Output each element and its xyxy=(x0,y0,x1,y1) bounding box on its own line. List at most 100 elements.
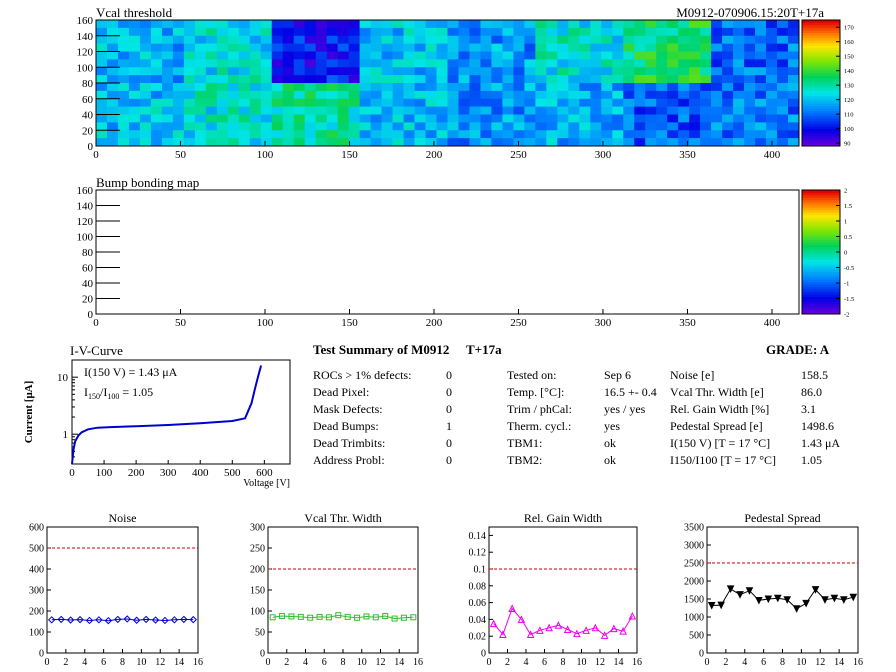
map-cell xyxy=(359,130,371,139)
roc-tile xyxy=(447,20,536,84)
iv-annotation-current: I(150 V) = 1.43 μA xyxy=(84,365,178,379)
map-cell xyxy=(282,138,295,147)
map-cell xyxy=(315,98,327,107)
colorbar-tick-label: 90 xyxy=(844,141,851,148)
map-cell xyxy=(568,75,580,84)
map-cell xyxy=(788,75,800,84)
bump-colorbar: -2 -1.5 -1 -0.5 0 0.5 1 1.5 2 xyxy=(801,188,854,319)
map-cell xyxy=(447,59,459,68)
map-cell xyxy=(491,35,503,44)
map-cell xyxy=(436,90,448,100)
map-cell xyxy=(128,138,141,147)
map-cell xyxy=(678,27,690,37)
colorbar-cell xyxy=(802,232,840,236)
map-cell xyxy=(271,138,284,147)
map-cell xyxy=(304,98,316,107)
x-tick-label: 14 xyxy=(174,657,184,668)
data-point xyxy=(288,613,295,620)
map-cell xyxy=(392,35,404,44)
map-cell xyxy=(634,59,646,68)
map-cell xyxy=(458,51,470,60)
map-cell xyxy=(667,130,679,139)
map-cell xyxy=(601,106,613,115)
y-tick-label: 500 xyxy=(29,544,44,555)
map-cell xyxy=(612,114,624,123)
map-cell xyxy=(216,43,229,52)
colorbar-cell xyxy=(802,80,840,84)
map-cell xyxy=(348,83,360,92)
map-cell xyxy=(436,130,448,139)
map-cell xyxy=(370,27,382,37)
summary-label: Therm. cycl.: xyxy=(507,419,572,433)
map-cell xyxy=(249,27,262,37)
map-cell xyxy=(337,114,349,123)
map-cell xyxy=(766,122,778,131)
map-cell xyxy=(480,59,492,68)
x-tick-label: 6 xyxy=(101,657,106,668)
map-cell xyxy=(304,27,316,37)
map-cell xyxy=(502,122,514,131)
y-tick-label: 300 xyxy=(29,586,44,597)
map-cell xyxy=(271,43,284,52)
x-tick-label: 12 xyxy=(815,657,825,668)
map-cell xyxy=(656,122,668,131)
map-cell xyxy=(590,106,602,115)
map-cell xyxy=(315,59,327,68)
map-cell xyxy=(238,27,251,37)
map-cell xyxy=(788,114,800,123)
map-cell xyxy=(447,90,459,100)
map-cell xyxy=(524,43,536,52)
colorbar-tick-label: -2 xyxy=(844,312,849,319)
map-cell xyxy=(326,75,338,84)
y-tick-label: 0 xyxy=(88,309,94,321)
map-cell xyxy=(315,75,327,84)
y-tick-label: 250 xyxy=(250,544,265,555)
iv-ylabel: Current [μA] xyxy=(23,381,35,444)
x-tick-label: 300 xyxy=(595,149,612,161)
map-cell xyxy=(546,83,558,92)
map-cell xyxy=(249,106,262,115)
map-cell xyxy=(370,90,382,100)
map-cell xyxy=(425,59,437,68)
map-cell xyxy=(106,114,119,123)
map-cell xyxy=(183,20,196,29)
map-cell xyxy=(227,122,240,131)
map-cell xyxy=(590,122,602,131)
colorbar-cell xyxy=(802,108,840,112)
map-cell xyxy=(612,83,624,92)
map-cell xyxy=(260,114,273,123)
map-cell xyxy=(733,138,745,147)
map-cell xyxy=(348,130,360,139)
map-cell xyxy=(513,51,525,60)
map-cell xyxy=(96,83,108,92)
iv-curve-plot: 0 100 200 300 400 500 600 1 10 I(150 V) = 1.43 μA… xyxy=(23,359,291,489)
iv-series-line xyxy=(71,365,263,465)
map-cell xyxy=(106,20,119,29)
x-tick-label: 0 xyxy=(93,317,99,329)
map-cell xyxy=(260,75,273,84)
map-cell xyxy=(172,59,185,68)
map-cell xyxy=(557,67,569,76)
map-cell xyxy=(117,67,130,76)
map-cell xyxy=(128,67,141,76)
map-cell xyxy=(436,122,448,131)
y-tick-label: 0 xyxy=(481,649,486,660)
map-cell xyxy=(337,27,349,37)
map-cell xyxy=(150,51,163,60)
map-cell xyxy=(700,106,712,115)
map-cell xyxy=(502,43,514,52)
colorbar-cell xyxy=(802,42,840,46)
map-cell xyxy=(491,90,503,100)
map-cell xyxy=(414,138,426,147)
y-tick-label: 120 xyxy=(77,47,94,59)
x-tick-label: 400 xyxy=(764,149,781,161)
colorbar-cell xyxy=(802,55,840,59)
data-point xyxy=(545,623,553,632)
map-cell xyxy=(546,122,558,131)
roc-tile xyxy=(271,20,360,84)
map-cell xyxy=(744,27,756,37)
map-cell xyxy=(491,67,503,76)
data-point xyxy=(573,629,581,638)
map-cell xyxy=(249,43,262,52)
colorbar-cell xyxy=(802,95,840,99)
